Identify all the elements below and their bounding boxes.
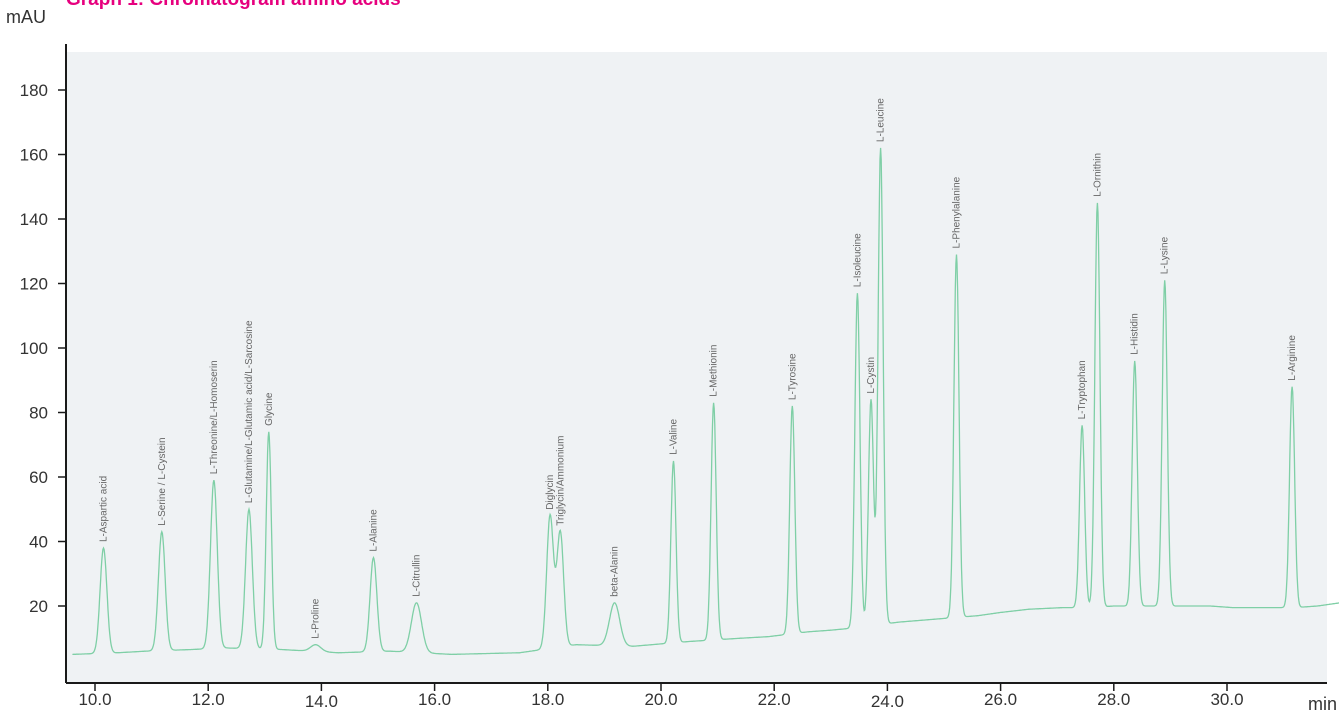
x-tick-label: 30.0 <box>1210 690 1243 709</box>
y-tick-label: 20 <box>29 597 48 616</box>
y-tick-label: 180 <box>20 81 48 100</box>
y-tick-label: 120 <box>20 275 48 294</box>
peak-label: L-Citrullin <box>412 555 423 597</box>
chart-title: Graph 1: Chromatogram amino acids <box>66 0 401 11</box>
peak-label: L-Isoleucine <box>852 233 863 287</box>
peak-labels: L-Aspartic acid L-Serine / L-Cystein L-Thr… <box>99 98 1299 639</box>
plot-background <box>66 52 1327 683</box>
peak-label: beta-Alanin <box>610 546 621 597</box>
y-tick-label: 100 <box>20 339 48 358</box>
y-tick-label: 160 <box>20 146 48 165</box>
peak-label: L-Tyrosine <box>787 353 798 400</box>
y-tick-label: 60 <box>29 468 48 487</box>
peak-label: L-Tryptophan <box>1077 360 1088 419</box>
peak-label: L-Threonine/L-Homoserin <box>209 360 220 474</box>
x-tick-label: 18.0 <box>531 690 564 709</box>
x-tick-label: 24.0 <box>871 692 904 711</box>
x-tick-label: 26.0 <box>984 690 1017 709</box>
peak-label: L-Leucine <box>876 98 887 142</box>
x-tick-label: 12.0 <box>192 690 225 709</box>
y-ticks: 20 40 60 80 100 120 140 160 180 <box>20 81 66 616</box>
peak-label: L-Arginine <box>1287 335 1298 381</box>
x-tick-label: 10.0 <box>78 690 111 709</box>
y-tick-label: 40 <box>29 533 48 552</box>
x-tick-label: 22.0 <box>758 690 791 709</box>
peak-label: Diglycin <box>545 475 556 510</box>
peak-label: L-Lysine <box>1160 236 1171 274</box>
x-axis-label: min <box>1308 694 1337 713</box>
peak-label: L-Ornithin <box>1092 153 1103 197</box>
peak-label: Triglycin/Ammonium <box>555 436 566 526</box>
peak-label: L-Valine <box>669 419 680 455</box>
peak-label: L-Phenylalanine <box>952 176 963 248</box>
series-line <box>72 147 1339 656</box>
peak-label: L-Alanine <box>369 509 380 552</box>
peak-label: L-Histidin <box>1130 313 1141 355</box>
peak-label: L-Aspartic acid <box>99 476 110 542</box>
peak-label: Glycine <box>264 392 275 426</box>
x-tick-label: 16.0 <box>418 690 451 709</box>
x-tick-label: 14.0 <box>305 692 338 711</box>
y-axis-label: mAU <box>6 7 46 27</box>
x-tick-label: 20.0 <box>644 690 677 709</box>
x-tick-label: 28.0 <box>1097 690 1130 709</box>
x-ticks: 10.0 12.0 14.0 16.0 18.0 20.0 22.0 24.0 26.0 28.0… <box>78 683 1244 711</box>
y-tick-label: 80 <box>29 404 48 423</box>
peak-label: L-Proline <box>311 598 322 638</box>
peak-label: L-Methionin <box>709 345 720 397</box>
y-tick-label: 140 <box>20 210 48 229</box>
peak-label: L-Serine / L-Cystein <box>157 437 168 525</box>
peak-label: L-Glutamine/L-Glutamic acid/L-Sarcosine <box>244 320 255 503</box>
peak-label: L-Cystin <box>866 357 877 394</box>
